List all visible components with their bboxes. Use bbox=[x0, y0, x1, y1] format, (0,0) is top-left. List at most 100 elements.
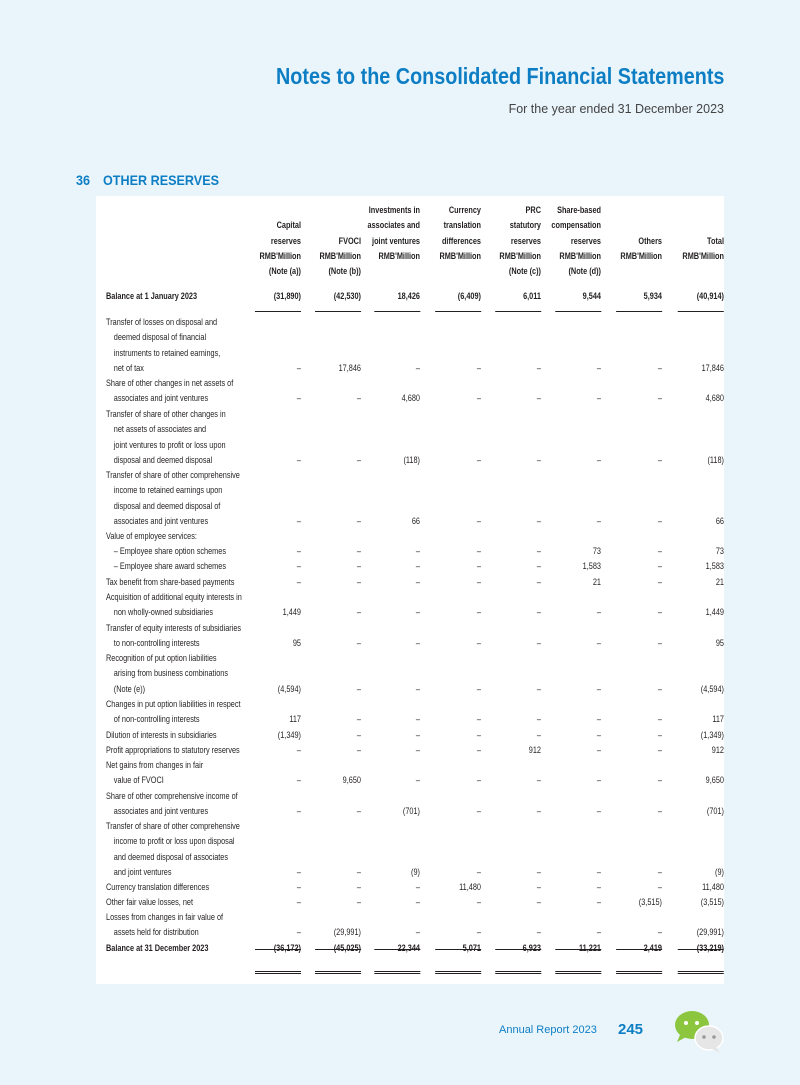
row-label-line: Net gains from changes in fair bbox=[106, 759, 204, 770]
row-label-line: associates and joint ventures bbox=[113, 805, 209, 817]
row-label-line: Other fair value losses, net bbox=[106, 896, 193, 907]
cell-value: – bbox=[296, 576, 301, 587]
cell-value: – bbox=[356, 560, 361, 571]
cell-value: – bbox=[596, 805, 601, 817]
cell-value: – bbox=[657, 606, 662, 618]
cell-value: – bbox=[536, 774, 541, 786]
cell-value: (118) bbox=[403, 453, 420, 465]
cell-value: – bbox=[596, 361, 601, 373]
cell-value: – bbox=[296, 774, 301, 786]
cell-value: (3,515) bbox=[638, 896, 662, 907]
cell-value: 117 bbox=[712, 713, 724, 725]
column-header-line: joint ventures bbox=[372, 234, 420, 246]
row-label: Transfer of share of other comprehensive… bbox=[106, 467, 240, 528]
column-header-line bbox=[604, 217, 662, 232]
row-label-line: Recognition of put option liabilities bbox=[106, 652, 217, 663]
cell-value: – bbox=[536, 896, 541, 907]
cell-value: 73 bbox=[592, 545, 601, 556]
cell-value: 4,680 bbox=[401, 392, 420, 404]
cell-value: 95 bbox=[715, 637, 724, 649]
column-header-line: Total bbox=[707, 234, 724, 246]
row-label-line: (Note (e)) bbox=[113, 682, 146, 694]
subtotal-rule bbox=[677, 949, 724, 950]
row-label: Profit appropriations to statutory reser… bbox=[106, 742, 240, 757]
row-label: Share of other changes in net assets of a… bbox=[106, 375, 233, 406]
cell-value: – bbox=[356, 682, 361, 694]
cell-value: – bbox=[596, 682, 601, 694]
total-double-rule bbox=[314, 971, 361, 974]
cell-value: – bbox=[356, 744, 361, 755]
cell-value: 9,650 bbox=[342, 774, 361, 786]
cell-value: – bbox=[657, 392, 662, 404]
cell-value: – bbox=[657, 774, 662, 786]
total-double-rule bbox=[254, 971, 301, 974]
row-label-line: Dilution of interests in subsidiaries bbox=[106, 729, 217, 740]
row-label-line: Acquisition of additional equity interes… bbox=[106, 591, 242, 602]
row-label-line: Tax benefit from share-based payments bbox=[106, 576, 235, 587]
cell-value: – bbox=[657, 453, 662, 465]
cell-value: 22,344 bbox=[397, 942, 420, 953]
column-header: Investments in associates and joint ventur… bbox=[362, 202, 420, 278]
cell-value: – bbox=[476, 453, 481, 465]
cell-value: – bbox=[657, 637, 662, 649]
cell-value: – bbox=[356, 805, 361, 817]
column-header: Share-based compensation reserves RMB'Milli… bbox=[543, 202, 601, 278]
cell-value: 1,583 bbox=[582, 560, 601, 571]
column-header-line: PRC bbox=[525, 204, 541, 215]
column-header-line: (Note (b)) bbox=[328, 265, 361, 277]
cell-value: – bbox=[476, 392, 481, 404]
cell-value: – bbox=[356, 392, 361, 404]
cell-value: – bbox=[596, 774, 601, 786]
row-label: Recognition of put option liabilities ari… bbox=[106, 650, 228, 696]
row-label: Currency translation differences bbox=[106, 879, 209, 894]
column-header-line: Investments in bbox=[368, 204, 420, 215]
column-header-line bbox=[243, 202, 301, 217]
cell-value: – bbox=[536, 805, 541, 817]
cell-value: – bbox=[657, 576, 662, 587]
row-label: Acquisition of additional equity interes… bbox=[106, 589, 242, 620]
cell-value: – bbox=[596, 896, 601, 907]
row-label-line: Profit appropriations to statutory reser… bbox=[106, 744, 240, 755]
cell-value: (45,025) bbox=[333, 942, 361, 953]
cell-value: – bbox=[356, 865, 361, 877]
cell-value: (9) bbox=[411, 865, 420, 877]
row-label-line: Share of other changes in net assets of bbox=[106, 377, 234, 388]
cell-value: – bbox=[296, 881, 301, 892]
cell-value: (29,991) bbox=[333, 926, 361, 938]
row-label-line: arising from business combinations bbox=[113, 667, 229, 679]
column-rule bbox=[615, 311, 662, 312]
cell-value: 66 bbox=[715, 514, 724, 526]
column-rule bbox=[254, 311, 301, 312]
row-label: Net gains from changes in fair value of F… bbox=[106, 757, 203, 788]
row-label-line: non wholly-owned subsidiaries bbox=[113, 606, 213, 618]
column-header-line: (Note (a)) bbox=[268, 265, 301, 277]
column-header-line: associates and bbox=[367, 219, 420, 231]
column-rule bbox=[314, 311, 361, 312]
cell-value: (42,530) bbox=[333, 290, 361, 301]
column-header-line: compensation bbox=[551, 219, 601, 231]
cell-value: – bbox=[296, 361, 301, 373]
cell-value: (118) bbox=[707, 453, 724, 465]
cell-value: – bbox=[415, 713, 420, 725]
cell-value: – bbox=[596, 514, 601, 526]
row-label: Value of employee services: bbox=[106, 528, 197, 543]
cell-value: – bbox=[596, 729, 601, 740]
section-title: OTHER RESERVES bbox=[103, 172, 220, 188]
cell-value: – bbox=[356, 576, 361, 587]
row-label-line: disposal and deemed disposal bbox=[113, 453, 213, 465]
cell-value: – bbox=[415, 896, 420, 907]
column-header-line bbox=[303, 217, 361, 232]
cell-value: (701) bbox=[706, 805, 724, 817]
cell-value: – bbox=[356, 606, 361, 618]
column-header-line bbox=[362, 263, 420, 278]
cell-value: – bbox=[356, 729, 361, 740]
cell-value: (1,349) bbox=[277, 729, 301, 740]
cell-value: 117 bbox=[289, 713, 301, 725]
row-label-line: and joint ventures bbox=[113, 865, 172, 877]
row-label-line: Balance at 1 January 2023 bbox=[106, 290, 198, 301]
row-label-line: Share of other comprehensive income of bbox=[106, 790, 238, 801]
column-header-line: Capital bbox=[276, 219, 301, 231]
cell-value: – bbox=[415, 545, 420, 556]
cell-value: – bbox=[296, 392, 301, 404]
column-rule bbox=[373, 311, 420, 312]
